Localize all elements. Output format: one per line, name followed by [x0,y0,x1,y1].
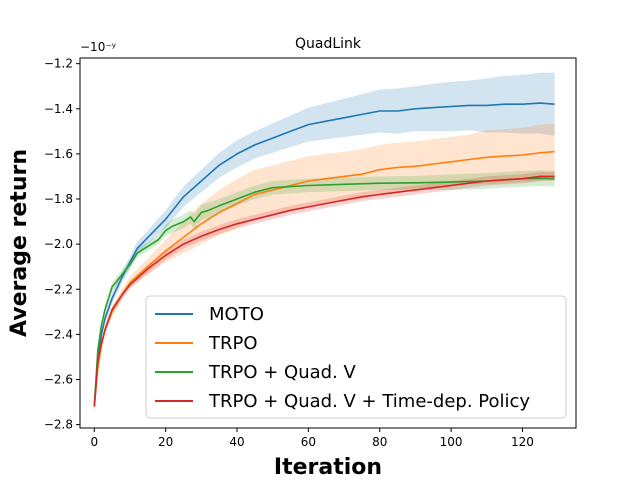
y-tick-label: −1.6 [44,147,73,161]
confidence-bands [94,72,555,409]
series-2-band [94,123,555,409]
series-4-line [93,175,555,407]
y-tick-label: −1.2 [44,57,73,71]
y-axis-title: Average return [7,149,32,337]
legend-label-series-1: MOTO [209,304,264,325]
x-axis-title: Iteration [274,455,382,480]
x-tick-label: 120 [511,435,534,449]
y-tick-label: −1.8 [44,192,73,206]
chart-title: QuadLink [295,36,362,52]
legend-label-series-3: TRPO + Quad. V [208,362,357,383]
x-tick-label: 20 [158,435,173,449]
y-tick-label: −2.0 [44,237,73,251]
plot-frame [79,57,577,429]
series-lines [93,102,555,407]
series-1-band [94,72,555,409]
y-tick-label: −2.6 [44,372,73,386]
legend-label-series-4: TRPO + Quad. V + Time-dep. Policy [208,391,530,412]
x-tick-label: 100 [440,435,463,449]
y-axis-offset-label: −10⁻ʸ [80,40,117,54]
series-3-line [93,177,555,407]
series-4-band [94,171,555,409]
x-axis-ticks: 0 20 40 60 80 100 120 [90,428,534,449]
legend: MOTO TRPO TRPO + Quad. V TRPO + Quad. V + T… [145,295,567,419]
series-1-line [93,102,555,407]
legend-box [145,295,567,419]
y-axis-ticks: −2.8 −2.6 −2.4 −2.2 −2.0 −1.8 −1.6 −1.4 −1.2 [44,57,80,432]
y-tick-label: −2.4 [44,327,73,341]
x-tick-label: 80 [372,435,387,449]
legend-label-series-2: TRPO [208,333,258,354]
y-tick-label: −1.4 [44,102,73,116]
x-tick-label: 60 [301,435,316,449]
y-tick-label: −2.8 [44,418,73,432]
x-tick-label: 40 [229,435,244,449]
y-tick-label: −2.2 [44,282,73,296]
x-tick-label: 0 [90,435,98,449]
